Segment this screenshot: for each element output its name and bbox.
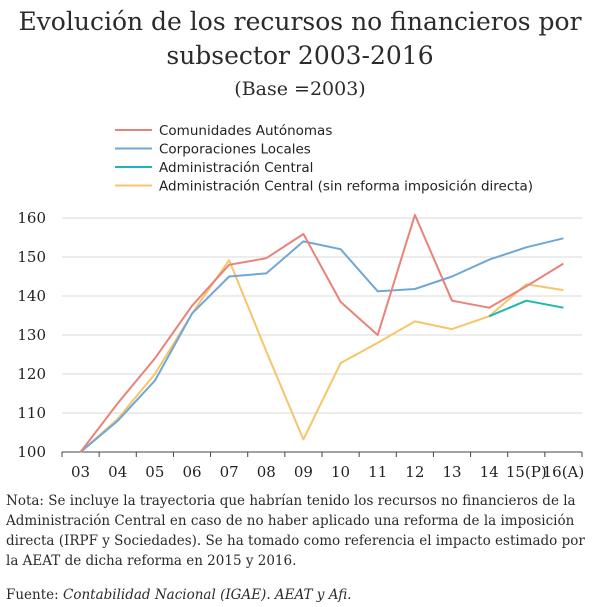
legend-label: Corporaciones Locales: [159, 142, 311, 158]
chart-title-line-2: subsector 2003-2016: [166, 41, 434, 70]
y-tick-label: 110: [17, 404, 46, 422]
series-line-1: [79, 213, 564, 453]
y-tick-label: 100: [17, 443, 46, 461]
line-chart: 100 110 120 130 140 150 160 03 04 05 06 07 08 09 10 11 1…: [17, 123, 585, 481]
legend-label: Administración Central (sin reforma impo…: [159, 179, 533, 195]
y-tick-label: 130: [17, 326, 46, 344]
y-tick-label: 120: [17, 365, 46, 383]
x-tick-label: 06: [182, 463, 201, 481]
x-tick-label: 04: [108, 463, 127, 481]
source-text: Contabilidad Nacional (IGAE). AEAT y Afi…: [63, 587, 352, 603]
legend-label: Administración Central: [159, 160, 313, 176]
y-tick-label: 150: [17, 248, 46, 266]
chart-title-line-1: Evolución de los recursos no financieros…: [18, 7, 582, 36]
x-tick-label: 15(P): [506, 463, 547, 481]
x-tick-label: 14: [480, 463, 499, 481]
x-tick-label: 16(A): [543, 463, 585, 481]
x-tick-label: 03: [71, 463, 90, 481]
series-line-4: [79, 259, 564, 453]
x-tick-label: 09: [294, 463, 313, 481]
legend-label: Comunidades Autónomas: [159, 123, 332, 139]
x-tick-label: 13: [442, 463, 461, 481]
x-tick-label: 07: [220, 463, 239, 481]
chart-note: Nota: Se incluye la trayectoria que habr…: [6, 493, 585, 569]
series-line-3: [488, 299, 564, 318]
x-tick-label: 05: [145, 463, 164, 481]
x-tick-label: 10: [331, 463, 350, 481]
chart-subtitle: (Base =2003): [234, 78, 366, 100]
series-line-2: [79, 237, 564, 453]
x-tick-label: 12: [405, 463, 424, 481]
x-tick-label: 11: [368, 463, 387, 481]
x-tick-label: 08: [257, 463, 276, 481]
source-label: Fuente:: [6, 587, 63, 603]
chart-source: Fuente: Contabilidad Nacional (IGAE). AE…: [6, 585, 596, 605]
y-tick-label: 140: [17, 287, 46, 305]
y-tick-label: 160: [17, 209, 46, 227]
